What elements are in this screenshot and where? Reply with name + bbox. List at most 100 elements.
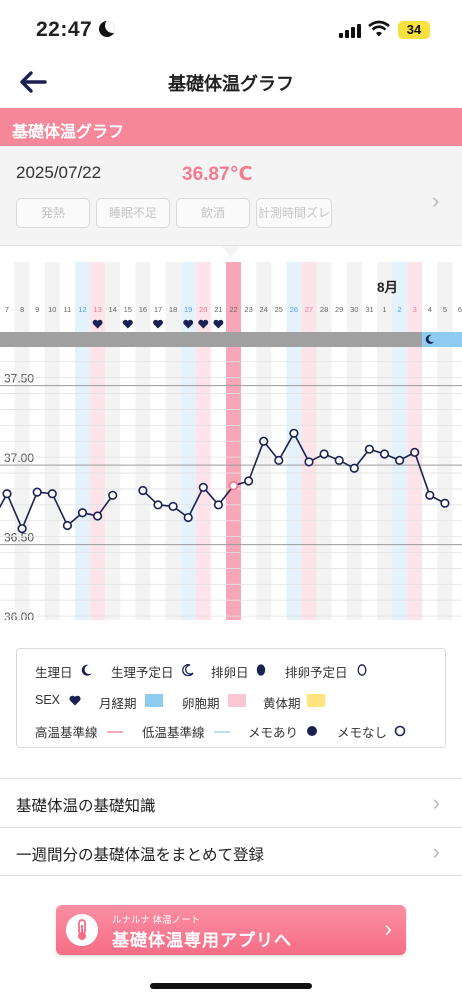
navigation-bar: 基礎体温グラフ <box>0 56 462 108</box>
legend-ovulation-day: 排卵日 <box>211 666 249 680</box>
temperature-point <box>244 476 254 486</box>
x-tick-label: 2 <box>398 305 402 314</box>
temperature-point <box>32 487 42 497</box>
menu-list: 基礎体温の基礎知識 › 一週間分の基礎体温をまとめて登録 › <box>0 778 462 876</box>
x-tick-label: 14 <box>109 305 117 314</box>
legend-ovulation-forecast: 排卵予定日 <box>285 666 348 680</box>
temperature-point <box>17 524 27 534</box>
temperature-point <box>364 444 375 454</box>
do-not-disturb-icon <box>99 21 115 37</box>
x-tick-label: 20 <box>199 305 207 314</box>
menstrual-color-swatch <box>145 694 163 707</box>
period-moon-icon <box>425 334 435 344</box>
ovulation-outline-icon <box>357 664 367 676</box>
chevron-right-icon: › <box>432 839 440 864</box>
temperature-point <box>62 520 73 531</box>
chevron-right-icon: › <box>432 790 440 815</box>
x-tick-label: 28 <box>320 305 328 314</box>
memo-empty-icon <box>394 725 406 737</box>
temperature-point <box>395 455 405 465</box>
x-tick-label: 1 <box>382 305 386 314</box>
memo-filled-icon <box>307 726 317 736</box>
low-baseline-swatch <box>214 731 230 733</box>
selected-temperature-point <box>228 481 239 491</box>
x-tick-label: 10 <box>48 305 56 314</box>
legend-period-day: 生理日 <box>35 666 73 680</box>
app-banner-button[interactable]: ルナルナ 体温ノート 基礎体温専用アプリへ › <box>56 905 406 955</box>
legend-memo-yes: メモあり <box>248 726 299 740</box>
back-arrow-icon[interactable] <box>18 68 48 96</box>
selection-pointer <box>222 246 240 258</box>
temperature-point <box>440 498 450 508</box>
menu-item-weekly-bulk-register[interactable]: 一週間分の基礎体温をまとめて登録 › <box>0 827 462 876</box>
month-label: 8月 <box>377 280 398 295</box>
status-time: 22:47 <box>36 18 93 41</box>
temperature-point <box>334 455 344 465</box>
temperature-point <box>319 449 329 459</box>
temperature-point <box>259 436 269 446</box>
legend-luteal-phase: 黄体期 <box>263 697 301 711</box>
x-tick-label: 9 <box>35 305 39 314</box>
x-tick-label: 31 <box>365 305 373 314</box>
temperature-point <box>304 457 314 467</box>
sex-heart-icon <box>213 319 224 329</box>
temperature-point <box>168 501 178 512</box>
temperature-point <box>153 500 163 510</box>
x-tick-label: 12 <box>78 305 86 314</box>
x-tick-label: 7 <box>5 305 9 314</box>
period-bar <box>0 332 423 347</box>
wifi-icon <box>368 20 390 37</box>
tag-lack-of-sleep: 睡眠不足 <box>96 198 170 228</box>
chevron-right-icon[interactable]: › <box>432 188 440 213</box>
sex-heart-icon <box>92 319 103 329</box>
x-tick-label: 27 <box>305 305 313 314</box>
page-title: 基礎体温グラフ <box>168 74 294 94</box>
menu-item-basal-temp-knowledge[interactable]: 基礎体温の基礎知識 › <box>0 778 462 827</box>
temperature-point <box>183 512 193 523</box>
temperature-point <box>2 489 12 499</box>
x-tick-label: 22 <box>229 305 237 314</box>
menu-item-label: 基礎体温の基礎知識 <box>16 798 156 815</box>
temperature-point <box>379 449 390 459</box>
temperature-point <box>138 485 148 496</box>
x-tick-label: 26 <box>290 305 298 314</box>
battery-indicator: 34 <box>398 21 430 39</box>
tag-alcohol: 飲酒 <box>176 198 250 228</box>
selected-date: 2025/07/22 <box>16 163 102 182</box>
banner-title: 基礎体温専用アプリへ <box>112 931 292 950</box>
x-tick-label: 15 <box>124 305 132 314</box>
x-tick-label: 5 <box>443 305 447 314</box>
x-tick-label: 23 <box>244 305 252 314</box>
temperature-point <box>289 428 299 438</box>
high-baseline-swatch <box>107 731 123 733</box>
legend-low-baseline: 低温基準線 <box>142 726 205 740</box>
thermometer-icon <box>66 914 98 946</box>
legend-sex: SEX <box>35 693 61 707</box>
selected-temperature: 36.87℃ <box>182 164 253 185</box>
x-tick-label: 24 <box>260 305 268 314</box>
section-header: 基礎体温グラフ <box>0 108 462 146</box>
ovulation-filled-icon <box>256 664 266 676</box>
temperature-point <box>410 447 420 457</box>
x-tick-label: 16 <box>139 305 147 314</box>
selected-day-panel[interactable]: 2025/07/22 36.87℃ › 発熱 睡眠不足 飲酒 計測時間ズレ <box>0 146 462 246</box>
x-tick-label: 21 <box>214 305 222 314</box>
x-tick-label: 3 <box>413 305 417 314</box>
x-tick-label: 8 <box>20 305 24 314</box>
luteal-color-swatch <box>307 694 325 707</box>
sex-heart-icon <box>198 319 209 329</box>
x-tick-label: 6 <box>458 305 462 314</box>
y-tick-label: 36.50 <box>4 531 34 545</box>
legend-follicular-phase: 卵胞期 <box>182 697 220 711</box>
tag-measure-time-shift: 計測時間ズレ <box>256 198 332 228</box>
x-tick-label: 25 <box>275 305 283 314</box>
sex-heart-icon <box>183 319 194 329</box>
follicular-color-swatch <box>228 694 246 707</box>
legend: 生理日 生理予定日 排卵日 排卵予定日 SEX 月経期 卵胞期 黄体期 高温基準… <box>16 648 446 748</box>
home-indicator <box>150 983 312 989</box>
y-tick-label: 37.50 <box>4 372 34 386</box>
y-tick-label: 36.00 <box>4 610 34 620</box>
sex-heart-icon <box>153 319 163 329</box>
x-tick-label: 17 <box>154 305 162 314</box>
